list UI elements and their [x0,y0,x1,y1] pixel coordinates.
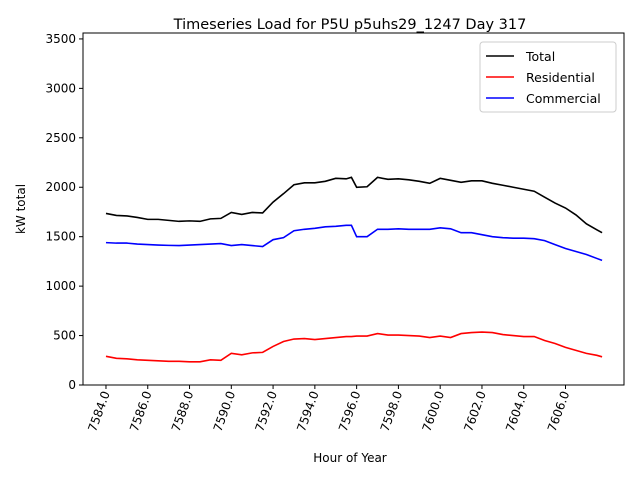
legend-label-residential: Residential [526,70,595,85]
y-tick-label: 0 [68,378,76,392]
x-tick-label: 7592.0 [252,389,280,433]
series-line-commercial [105,224,603,262]
y-tick-label: 3500 [45,32,76,46]
y-tick-label: 3000 [45,81,76,95]
legend: Total Residential Commercial [479,41,617,113]
y-tick-label: 2000 [45,180,76,194]
legend-label-total: Total [525,49,555,64]
x-tick-label: 7604.0 [503,389,531,433]
x-tick-label: 7598.0 [378,389,406,433]
y-axis-label: kW total [14,184,28,234]
legend-label-commercial: Commercial [526,91,601,106]
series-line-residential [105,331,603,363]
x-tick-label: 7588.0 [169,389,197,433]
x-tick-label: 7584.0 [85,389,113,433]
y-tick-label: 1000 [45,279,76,293]
series-line-total [105,176,603,234]
y-tick-label: 500 [53,329,76,343]
x-axis-label: Hour of Year [313,451,387,465]
x-tick-label: 7594.0 [294,389,322,433]
x-tick-label: 7600.0 [419,389,447,433]
plot-frame [82,32,625,386]
x-tick-label: 7590.0 [211,389,239,433]
x-tick-label: 7602.0 [461,389,489,433]
x-tick-label: 7606.0 [545,389,573,433]
x-tick-label: 7586.0 [127,389,155,433]
chart-title: Timeseries Load for P5U p5uhs29_1247 Day… [173,17,527,33]
y-tick-label: 2500 [45,131,76,145]
y-tick-label: 1500 [45,230,76,244]
x-tick-label: 7596.0 [336,389,364,433]
